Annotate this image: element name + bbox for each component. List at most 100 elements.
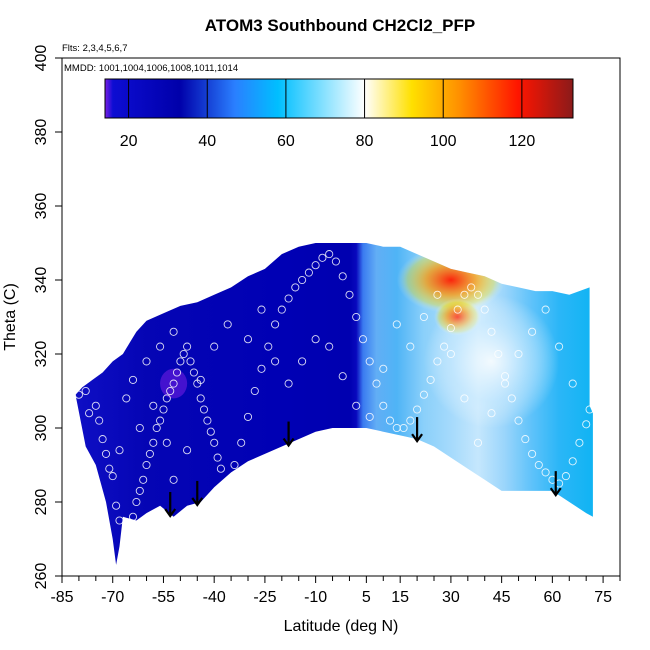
x-tick-label: 5 (362, 589, 371, 606)
sample-point (507, 394, 516, 403)
sample-point (433, 290, 442, 299)
sample-point (534, 460, 543, 470)
sample-point (196, 394, 205, 403)
sample-point (298, 357, 307, 366)
sample-point (210, 438, 219, 447)
data-field (75, 243, 593, 565)
dates-note: MMDD: 1001,1004,1006,1008,1011,1014 (64, 63, 238, 74)
sample-point (311, 335, 320, 344)
sample-point (419, 390, 428, 399)
sample-point (196, 375, 205, 384)
sample-point (277, 305, 286, 314)
chart-title: ATOM3 Southbound CH2Cl2_PFP (205, 16, 475, 35)
sample-point (514, 416, 523, 425)
sample-point (291, 283, 300, 292)
sample-point (257, 305, 266, 314)
sample-point (338, 372, 347, 381)
sample-point (85, 409, 94, 418)
sample-point (284, 379, 293, 388)
sample-point (399, 423, 408, 433)
sample-point (582, 420, 591, 429)
sample-point (237, 438, 246, 447)
x-tick-label: -55 (152, 589, 175, 606)
sample-point (91, 401, 100, 410)
sample-point (199, 405, 209, 414)
sample-point (98, 435, 107, 444)
flight-arrows (164, 417, 562, 518)
sample-point (183, 446, 192, 455)
sample-point (494, 349, 503, 359)
sample-point (243, 335, 253, 344)
y-tick-label: 400 (33, 45, 50, 72)
sample-point (561, 472, 570, 481)
sample-point (81, 386, 90, 396)
sample-point (122, 394, 131, 403)
sample-point (298, 275, 307, 285)
sample-point (213, 453, 222, 462)
sample-point (453, 305, 462, 314)
sample-point (419, 312, 428, 322)
colorbar-tick-label: 60 (277, 133, 295, 150)
sample-point (541, 305, 550, 314)
x-tick-label: 75 (594, 589, 612, 606)
sample-point (135, 423, 144, 433)
sample-point (467, 283, 476, 292)
y-tick-label: 320 (33, 341, 50, 368)
flight-arrow-head (282, 437, 295, 448)
y-tick-label: 360 (33, 193, 50, 220)
sample-point (318, 253, 327, 262)
plot-frame (61, 57, 621, 577)
sample-point (473, 290, 483, 299)
sample-point (206, 427, 215, 436)
sample-point (365, 412, 374, 421)
sample-point (243, 412, 253, 421)
x-axis: -85 -70 -55 -40 -25 -10 5 15 30 45 60 75 (50, 576, 621, 606)
sample-point (176, 357, 185, 366)
sample-point (528, 327, 537, 336)
sample-point (521, 435, 530, 444)
x-tick-label: -40 (203, 589, 226, 606)
sample-point (142, 357, 151, 366)
y-tick-label: 380 (33, 119, 50, 146)
colorbar-tick-label: 80 (356, 133, 374, 150)
flight-arrow (549, 471, 562, 498)
flights-note: Flts: 2,3,4,5,6,7 (62, 43, 127, 54)
x-tick-label: -85 (50, 589, 73, 606)
sample-point (555, 342, 564, 351)
sample-point (460, 394, 469, 403)
sample-point (304, 268, 313, 277)
colorbar-bar (104, 78, 574, 119)
sample-point (139, 475, 148, 484)
flight-arrow-head (411, 433, 423, 443)
sample-point (575, 438, 584, 447)
sample-point (460, 290, 469, 299)
sample-point (149, 438, 158, 447)
sample-point (128, 512, 138, 521)
sample-point (115, 516, 124, 525)
sample-point (473, 438, 483, 447)
y-tick-label: 300 (33, 415, 50, 442)
sample-point (105, 464, 114, 473)
y-tick-label: 260 (33, 563, 50, 590)
sample-point (95, 416, 104, 425)
sample-point (169, 475, 178, 484)
sample-point (108, 472, 117, 481)
sample-point (156, 416, 165, 425)
sample-point (345, 290, 354, 299)
x-tick-label: -10 (304, 589, 327, 606)
field-overlays (160, 246, 560, 428)
sample-point (149, 401, 158, 410)
flight-arrow-head (191, 497, 204, 507)
sample-point (487, 409, 496, 418)
sample-point (433, 357, 442, 366)
sample-point (169, 327, 178, 336)
y-tick-label: 340 (33, 267, 50, 294)
sample-point (585, 405, 594, 414)
flight-arrow-head (549, 487, 562, 498)
colorbar: 20 40 60 80 100 120 (104, 78, 574, 150)
sample-point (325, 250, 334, 259)
sample-point (135, 486, 144, 495)
sample-point (183, 342, 192, 351)
y-tick-label: 280 (33, 489, 50, 516)
sample-point (203, 416, 212, 425)
